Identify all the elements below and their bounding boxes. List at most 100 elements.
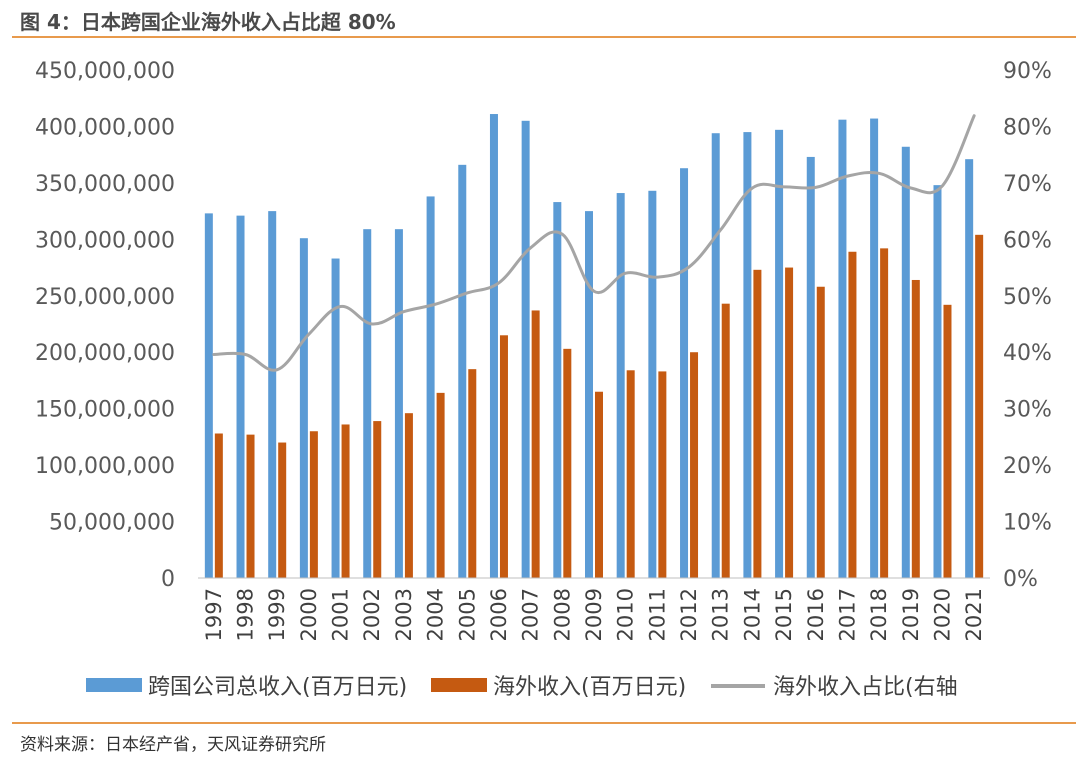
x-axis: 1997 1998 1999 2000 2001 2002 2003 2004 2005 2006… bbox=[202, 588, 986, 641]
x-tick-label: 1997 bbox=[202, 588, 226, 641]
right-tick-label: 70% bbox=[1003, 172, 1052, 197]
x-tick-label: 2003 bbox=[392, 588, 416, 641]
x-tick-label: 2009 bbox=[582, 588, 606, 641]
bar-total bbox=[838, 120, 846, 578]
bar-overseas bbox=[753, 270, 761, 578]
bar-total bbox=[680, 168, 688, 578]
legend: 跨国公司总收入(百万日元) 海外收入(百万日元) 海外收入占比(右轴 bbox=[86, 675, 958, 700]
legend-swatch bbox=[86, 678, 142, 692]
x-tick-label: 2002 bbox=[360, 588, 384, 641]
bar-overseas bbox=[500, 335, 508, 578]
bar-overseas bbox=[563, 349, 571, 578]
x-tick-label: 2006 bbox=[487, 588, 511, 641]
x-tick-label: 2005 bbox=[455, 588, 479, 641]
bar-overseas bbox=[247, 435, 255, 578]
bar-series bbox=[205, 114, 983, 578]
bar-total bbox=[300, 238, 308, 578]
bar-overseas bbox=[880, 248, 888, 578]
bar-overseas bbox=[595, 392, 603, 578]
right-tick-label: 50% bbox=[1003, 285, 1052, 310]
bar-overseas bbox=[627, 370, 635, 578]
x-tick-label: 2007 bbox=[519, 588, 543, 641]
x-tick-label: 2014 bbox=[740, 588, 764, 641]
bar-overseas bbox=[342, 424, 350, 578]
x-tick-label: 2018 bbox=[867, 588, 891, 641]
right-tick-label: 10% bbox=[1003, 511, 1052, 536]
bar-total bbox=[648, 191, 656, 578]
right-tick-label: 90% bbox=[1003, 59, 1052, 84]
source-note: 资料来源：日本经产省，天风证券研究所 bbox=[20, 730, 326, 755]
right-tick-label: 80% bbox=[1003, 115, 1052, 140]
left-tick-label: 250,000,000 bbox=[35, 285, 175, 310]
bar-total bbox=[522, 121, 530, 578]
x-tick-label: 2010 bbox=[614, 588, 638, 641]
left-tick-label: 150,000,000 bbox=[35, 398, 175, 423]
bar-overseas bbox=[785, 268, 793, 578]
left-tick-label: 200,000,000 bbox=[35, 341, 175, 366]
left-tick-label: 0 bbox=[161, 567, 175, 592]
bar-overseas bbox=[310, 431, 318, 578]
left-tick-label: 450,000,000 bbox=[35, 59, 175, 84]
bar-overseas bbox=[690, 352, 698, 578]
right-tick-label: 20% bbox=[1003, 454, 1052, 479]
bar-overseas bbox=[437, 393, 445, 578]
right-axis: 0% 10% 20% 30% 40% 50% 60% 70% 80% 90% bbox=[1003, 59, 1052, 592]
bar-total bbox=[965, 159, 973, 578]
x-tick-label: 2015 bbox=[772, 588, 796, 641]
bar-overseas bbox=[532, 310, 540, 578]
x-tick-label: 2020 bbox=[930, 588, 954, 641]
bar-overseas bbox=[943, 305, 951, 578]
bar-total bbox=[458, 165, 466, 578]
bar-total bbox=[902, 147, 910, 578]
left-tick-label: 400,000,000 bbox=[35, 115, 175, 140]
x-tick-label: 2021 bbox=[962, 588, 986, 641]
bar-total bbox=[617, 193, 625, 578]
x-tick-label: 2004 bbox=[424, 588, 448, 641]
right-tick-label: 40% bbox=[1003, 341, 1052, 366]
x-tick-label: 1999 bbox=[265, 588, 289, 641]
right-tick-label: 0% bbox=[1003, 567, 1038, 592]
right-tick-label: 30% bbox=[1003, 398, 1052, 423]
legend-swatch bbox=[431, 678, 487, 692]
bar-overseas bbox=[405, 413, 413, 578]
legend-label: 跨国公司总收入(百万日元) bbox=[148, 675, 407, 700]
x-tick-label: 2001 bbox=[329, 588, 353, 641]
x-tick-label: 2008 bbox=[550, 588, 574, 641]
x-tick-label: 2011 bbox=[645, 588, 669, 641]
left-tick-label: 300,000,000 bbox=[35, 228, 175, 253]
bar-total bbox=[933, 185, 941, 578]
bar-overseas bbox=[975, 235, 983, 578]
bottom-rule bbox=[12, 722, 1076, 724]
bar-overseas bbox=[848, 252, 856, 578]
figure-title: 图 4：日本跨国企业海外收入占比超 80% bbox=[20, 6, 396, 35]
bar-total bbox=[395, 229, 403, 578]
right-tick-label: 60% bbox=[1003, 228, 1052, 253]
bar-total bbox=[363, 229, 371, 578]
ratio-line bbox=[214, 116, 974, 371]
x-tick-label: 2012 bbox=[677, 588, 701, 641]
x-tick-label: 2013 bbox=[709, 588, 733, 641]
bar-overseas bbox=[912, 280, 920, 578]
left-tick-label: 350,000,000 bbox=[35, 172, 175, 197]
legend-label: 海外收入(百万日元) bbox=[493, 675, 686, 700]
left-axis: 0 50,000,000 100,000,000 150,000,000 200,000… bbox=[35, 59, 175, 592]
bar-overseas bbox=[817, 287, 825, 578]
x-tick-label: 2019 bbox=[899, 588, 923, 641]
bar-overseas bbox=[658, 371, 666, 578]
bar-overseas bbox=[373, 421, 381, 578]
bar-total bbox=[712, 133, 720, 578]
bar-total bbox=[585, 211, 593, 578]
bar-overseas bbox=[468, 369, 476, 578]
bar-total bbox=[743, 132, 751, 578]
bar-total bbox=[775, 130, 783, 578]
bar-overseas bbox=[215, 434, 223, 578]
left-tick-label: 100,000,000 bbox=[35, 454, 175, 479]
bar-total bbox=[870, 119, 878, 578]
x-tick-label: 2016 bbox=[804, 588, 828, 641]
bar-total bbox=[427, 196, 435, 578]
bar-overseas bbox=[278, 443, 286, 578]
x-tick-label: 2017 bbox=[835, 588, 859, 641]
bar-overseas bbox=[722, 304, 730, 578]
left-tick-label: 50,000,000 bbox=[49, 511, 175, 536]
bar-total bbox=[553, 202, 561, 578]
